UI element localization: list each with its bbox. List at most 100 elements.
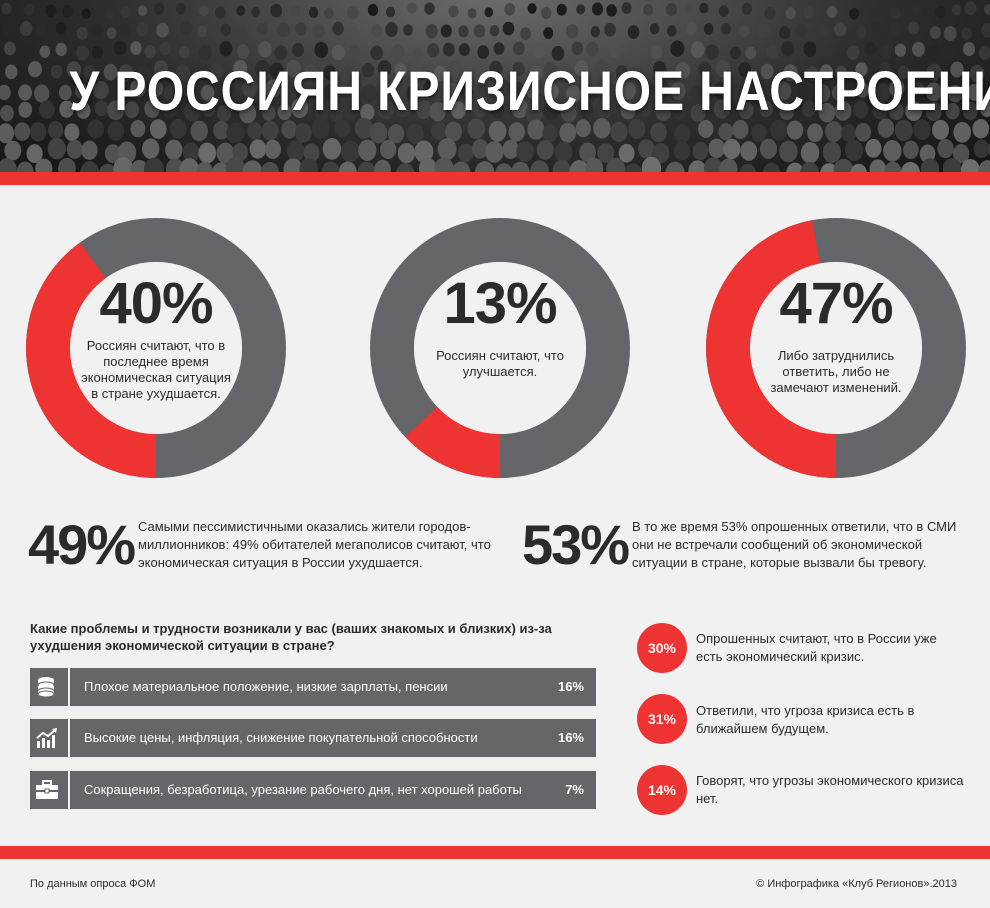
- crowd-head: [291, 98, 309, 118]
- crowd-head: [713, 99, 731, 119]
- briefcase-icon: [30, 771, 64, 809]
- crowd-head: [354, 117, 373, 139]
- crowd-head: [504, 3, 516, 16]
- crowd-head: [889, 102, 904, 121]
- big-stat-value: 53%: [522, 513, 630, 576]
- crowd-head: [124, 101, 140, 119]
- crowd-head: [213, 120, 230, 140]
- crowd-head: [953, 121, 972, 143]
- crowd-head: [156, 22, 169, 38]
- crowd-head: [199, 5, 209, 17]
- crowd-head: [321, 161, 340, 172]
- crowd-head: [600, 82, 617, 102]
- crowd-head: [370, 45, 383, 61]
- crowd-head: [834, 22, 847, 37]
- crowd-head: [294, 122, 312, 143]
- crowd-head: [292, 42, 304, 57]
- crowd-head: [99, 163, 117, 172]
- crowd-head: [141, 138, 160, 159]
- crowd-head: [149, 119, 167, 139]
- big-stat-text: Самыми пессимистичными оказались жители …: [138, 519, 491, 570]
- crowd-head: [779, 102, 795, 121]
- crowd-head: [597, 142, 615, 163]
- crowd-head: [16, 161, 34, 172]
- big-stat-media: 53% В то же время 53% опрошенных ответил…: [522, 512, 972, 582]
- crowd-head: [643, 4, 654, 16]
- crowd-head: [103, 63, 118, 81]
- credit-note: © Инфографика «Клуб Регионов».2013: [756, 878, 957, 890]
- crowd-head: [585, 157, 604, 172]
- crowd-head: [786, 120, 804, 140]
- crowd-head: [890, 7, 901, 20]
- crowd-head: [179, 21, 193, 36]
- crowd-head: [820, 163, 839, 172]
- crowd-head: [835, 65, 847, 80]
- crowd-head: [566, 24, 579, 39]
- crowd-head: [332, 21, 344, 36]
- crowd-head: [342, 101, 359, 121]
- crowd-head: [314, 104, 330, 122]
- crowd-head: [855, 122, 872, 142]
- crowd-head: [967, 83, 982, 101]
- stat-text-crisis-future: Ответили, что угроза кризиса есть в ближ…: [696, 703, 915, 736]
- crowd-head: [766, 44, 779, 60]
- coins-icon: [30, 668, 64, 706]
- crowd-head: [942, 158, 962, 172]
- crowd-head: [770, 119, 788, 141]
- crowd-head: [952, 144, 970, 164]
- crowd-head: [520, 27, 532, 41]
- crowd-head: [527, 119, 545, 140]
- crowd-head: [511, 161, 530, 172]
- crowd-head: [161, 98, 178, 118]
- problem-label: Сокращения, безработица, урезание рабоче…: [84, 782, 522, 797]
- problem-value: 7%: [565, 782, 584, 797]
- crowd-head: [703, 157, 723, 172]
- donut-chart-1: 40% Россиян считают, что в последнее вре…: [26, 218, 286, 478]
- crowd-head: [649, 23, 660, 35]
- crowd-head: [650, 122, 667, 143]
- crowd-head: [281, 84, 297, 102]
- crowd-head: [759, 138, 778, 159]
- crowd-head: [800, 161, 820, 172]
- crowd-head: [94, 100, 109, 117]
- donut-value: 13%: [443, 271, 557, 336]
- crowd-head: [579, 142, 596, 163]
- crowd-head: [803, 41, 817, 57]
- crowd-head: [471, 138, 489, 159]
- crowd-head: [144, 99, 161, 118]
- crowd-head: [978, 160, 990, 172]
- crowd-head: [83, 64, 96, 79]
- crowd-head: [489, 60, 503, 77]
- crowd-head: [323, 83, 339, 102]
- crowd-head: [169, 118, 187, 139]
- crowd-head: [987, 142, 990, 157]
- crowd-head: [932, 119, 950, 140]
- stat-circle-no-crisis: 14%: [637, 765, 687, 815]
- crowd-head: [210, 63, 224, 79]
- crowd-head: [0, 157, 17, 172]
- crowd-head: [178, 45, 190, 59]
- crowd-head: [45, 4, 57, 18]
- crowd-head: [242, 78, 259, 98]
- crowd-head: [387, 124, 405, 144]
- crowd-head: [897, 65, 910, 80]
- crowd-head: [198, 45, 213, 62]
- crowd-head: [963, 41, 976, 57]
- crowd-head: [543, 100, 561, 121]
- problem-row-unemployment: Сокращения, безработица, урезание рабоче…: [30, 771, 596, 809]
- crowd-head: [440, 24, 452, 38]
- crowd-head: [947, 84, 963, 103]
- crowd-head: [91, 46, 103, 59]
- crowd-head: [201, 100, 216, 118]
- crowd-head: [1, 22, 15, 38]
- crowd-head: [371, 24, 383, 38]
- crowd-head: [582, 85, 598, 103]
- stat-text-crisis-now: Опрошенных считают, что в России уже ест…: [696, 631, 937, 664]
- crowd-head: [615, 65, 628, 80]
- crowd-head: [159, 41, 172, 56]
- crowd-head: [407, 2, 417, 14]
- crowd-head: [740, 141, 758, 161]
- crowd-head: [196, 161, 214, 172]
- crowd-head: [688, 160, 707, 172]
- crowd-head: [844, 139, 864, 162]
